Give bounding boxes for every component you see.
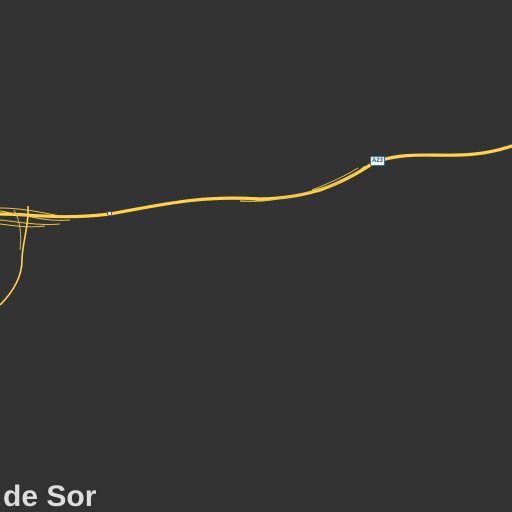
interchange-ramp <box>0 210 71 221</box>
place-label: e de Sor <box>0 480 97 512</box>
road-shield-icon[interactable]: A23 <box>370 156 386 166</box>
interchange-ramp <box>0 219 61 225</box>
interchange-ramp <box>0 223 46 228</box>
secondary-road-link <box>13 209 22 251</box>
highway-parallel-strand <box>239 181 341 202</box>
junction-icon[interactable] <box>107 211 112 216</box>
main-highway[interactable] <box>0 144 512 219</box>
highway-ramp-strand <box>317 165 366 193</box>
interchange-ramp <box>0 207 61 217</box>
secondary-road[interactable] <box>0 205 29 306</box>
highway-ramp-strand <box>311 167 359 191</box>
road-shield-label: A23 <box>372 158 384 164</box>
